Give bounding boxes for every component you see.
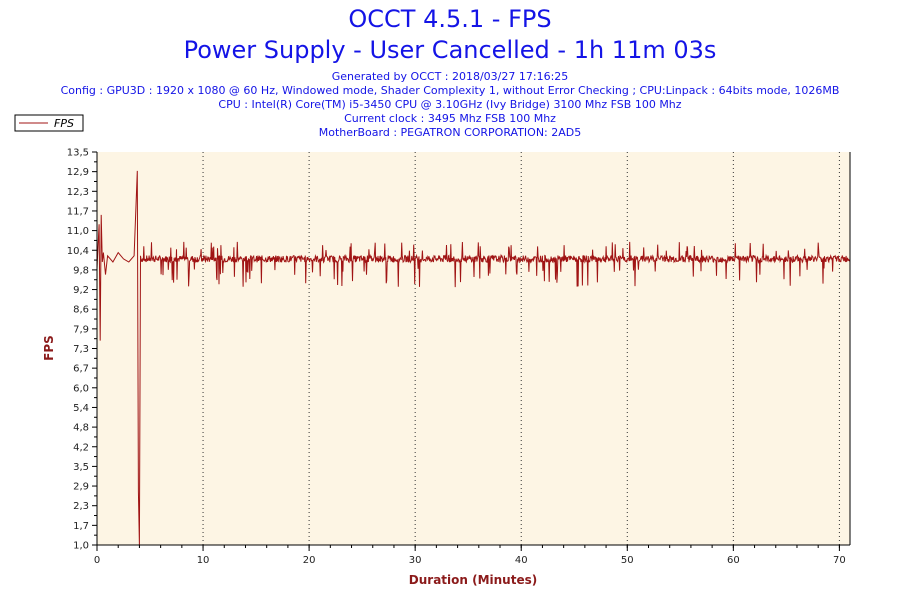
y-tick-label: 12,9 <box>67 167 89 178</box>
y-tick-label: 6,0 <box>73 383 89 394</box>
x-tick-label: 30 <box>409 555 422 566</box>
x-axis-ticks: 0 10 20 30 40 50 60 70 <box>94 545 846 566</box>
x-tick-label: 60 <box>727 555 740 566</box>
info-cpu: CPU : Intel(R) Core(TM) i5-3450 CPU @ 3.… <box>218 98 682 111</box>
chart-subtitle: Power Supply - User Cancelled - 1h 11m 0… <box>183 36 717 64</box>
y-axis-ticks: 1,0 1,7 2,3 2,9 3,5 4,2 4,8 5,4 6,0 6,7 7,3 7,9 8,6 9… <box>67 148 97 552</box>
y-tick-label: 4,2 <box>73 442 89 453</box>
x-tick-label: 50 <box>621 555 634 566</box>
y-tick-label: 8,6 <box>73 305 89 316</box>
x-tick-label: 70 <box>833 555 846 566</box>
gridlines <box>202 152 840 545</box>
x-axis-title: Duration (Minutes) <box>409 573 537 587</box>
y-tick-label: 9,8 <box>73 265 89 276</box>
y-axis-title: FPS <box>42 335 56 361</box>
legend-label: FPS <box>54 117 74 130</box>
y-tick-label: 2,9 <box>73 482 89 493</box>
y-tick-label: 2,3 <box>73 501 89 512</box>
info-generated: Generated by OCCT : 2018/03/27 17:16:25 <box>331 70 569 83</box>
y-tick-label: 7,9 <box>73 324 89 335</box>
y-tick-label: 4,8 <box>73 423 89 434</box>
y-tick-label: 13,5 <box>67 148 89 159</box>
x-tick-label: 0 <box>94 555 100 566</box>
info-motherboard: MotherBoard : PEGATRON CORPORATION: 2AD5 <box>318 126 582 139</box>
y-tick-label: 11,7 <box>67 206 89 217</box>
x-tick-label: 10 <box>197 555 210 566</box>
series-line-fps <box>96 170 851 546</box>
y-tick-label: 1,7 <box>73 521 89 532</box>
x-tick-label: 20 <box>303 555 316 566</box>
y-tick-label: 3,5 <box>73 462 89 473</box>
y-tick-label: 10,4 <box>67 246 89 257</box>
legend-box <box>14 114 84 132</box>
y-tick-label: 5,4 <box>73 403 89 414</box>
y-tick-label: 9,2 <box>73 285 89 296</box>
y-tick-label: 11,0 <box>67 226 89 237</box>
legend: FPS <box>14 114 84 132</box>
info-config: Config : GPU3D : 1920 x 1080 @ 60 Hz, Wi… <box>60 84 840 97</box>
y-tick-label: 7,3 <box>73 344 89 355</box>
x-tick-label: 40 <box>515 555 528 566</box>
y-tick-label: 1,0 <box>73 541 89 552</box>
chart-title: OCCT 4.5.1 - FPS <box>348 5 552 33</box>
info-clock: Current clock : 3495 Mhz FSB 100 Mhz <box>344 112 556 125</box>
y-tick-label: 6,7 <box>73 364 89 375</box>
plot-area <box>97 152 850 545</box>
y-tick-label: 12,3 <box>67 187 89 198</box>
